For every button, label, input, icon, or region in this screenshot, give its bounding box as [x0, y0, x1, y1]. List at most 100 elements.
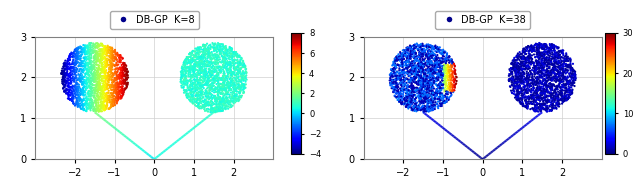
Point — [439, 68, 449, 71]
Point — [219, 57, 229, 60]
Point — [436, 61, 447, 64]
Point — [81, 51, 91, 54]
Point — [90, 56, 100, 59]
Point — [537, 53, 547, 56]
Point — [540, 56, 550, 59]
Point — [83, 77, 93, 80]
Point — [395, 93, 405, 96]
Point — [59, 78, 69, 81]
Point — [536, 98, 547, 100]
Point — [517, 81, 527, 83]
Point — [232, 94, 242, 96]
Point — [390, 73, 401, 76]
Point — [67, 87, 77, 90]
Point — [535, 104, 545, 107]
Point — [393, 90, 403, 93]
Point — [420, 62, 430, 65]
Point — [525, 56, 535, 59]
Point — [393, 95, 403, 98]
Point — [71, 93, 81, 96]
Point — [84, 43, 95, 46]
Point — [548, 43, 559, 46]
Point — [518, 56, 529, 59]
Point — [566, 71, 576, 74]
Point — [88, 107, 99, 110]
Point — [555, 66, 565, 68]
Point — [410, 81, 420, 84]
Point — [112, 58, 122, 61]
Point — [209, 77, 219, 80]
Point — [63, 93, 74, 96]
Point — [219, 84, 229, 87]
Point — [524, 56, 534, 59]
Point — [207, 53, 218, 56]
Point — [112, 75, 122, 78]
Point — [103, 50, 113, 53]
Point — [428, 79, 438, 82]
Point — [186, 90, 196, 93]
Point — [570, 70, 580, 73]
Point — [416, 86, 426, 89]
Point — [107, 52, 117, 55]
Point — [538, 106, 548, 109]
Point — [228, 61, 239, 64]
Point — [397, 69, 407, 72]
Point — [115, 58, 125, 61]
Point — [440, 94, 450, 97]
Point — [540, 57, 550, 60]
Point — [556, 61, 566, 64]
Point — [533, 56, 543, 59]
Point — [195, 51, 205, 54]
Point — [100, 85, 111, 88]
Point — [200, 109, 210, 112]
Point — [176, 80, 186, 83]
Point — [189, 98, 200, 101]
Point — [209, 57, 220, 59]
Point — [406, 86, 416, 89]
Point — [219, 83, 229, 86]
Point — [406, 69, 416, 72]
Point — [223, 96, 233, 99]
Point — [408, 80, 419, 83]
Point — [205, 70, 216, 73]
Point — [561, 98, 572, 101]
Point — [403, 70, 413, 73]
Point — [93, 53, 103, 55]
Point — [524, 95, 534, 98]
Point — [188, 66, 198, 69]
Point — [388, 81, 398, 84]
Point — [187, 84, 197, 87]
Point — [448, 88, 458, 91]
Point — [519, 75, 529, 78]
Point — [96, 65, 106, 68]
Point — [406, 55, 417, 57]
Point — [77, 77, 87, 80]
Point — [544, 100, 554, 103]
Point — [544, 67, 554, 70]
Point — [538, 55, 548, 58]
Point — [409, 78, 419, 81]
Point — [212, 67, 223, 70]
Point — [81, 50, 91, 53]
Point — [550, 73, 560, 76]
Point — [416, 90, 426, 93]
Point — [550, 104, 561, 107]
Point — [195, 74, 205, 76]
Point — [220, 79, 230, 81]
Point — [211, 56, 221, 59]
Point — [394, 74, 404, 77]
Point — [394, 65, 404, 68]
Point — [63, 92, 73, 94]
Point — [91, 53, 101, 56]
Point — [521, 101, 531, 104]
Point — [545, 77, 556, 80]
Point — [541, 61, 552, 64]
Point — [404, 59, 414, 62]
Point — [220, 94, 230, 97]
Point — [182, 83, 192, 86]
Point — [95, 83, 105, 86]
Point — [525, 47, 535, 50]
Point — [108, 88, 118, 91]
Point — [508, 62, 518, 65]
Point — [212, 44, 223, 47]
